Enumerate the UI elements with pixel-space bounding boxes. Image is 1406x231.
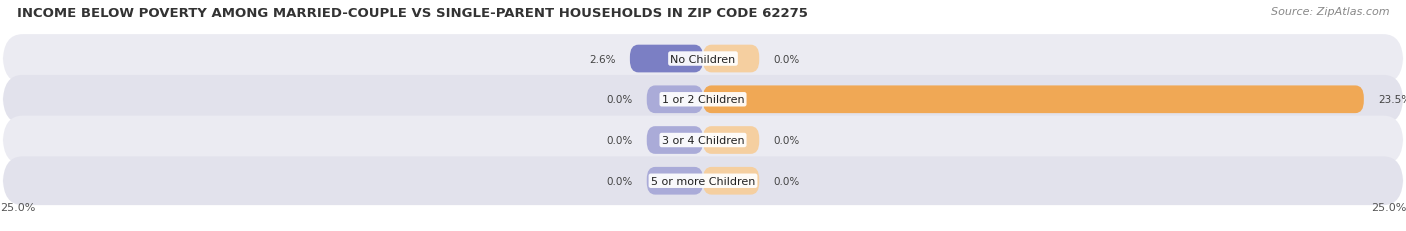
- FancyBboxPatch shape: [647, 127, 703, 154]
- Text: 1 or 2 Children: 1 or 2 Children: [662, 95, 744, 105]
- FancyBboxPatch shape: [647, 86, 703, 114]
- Text: 25.0%: 25.0%: [1371, 202, 1406, 212]
- FancyBboxPatch shape: [647, 167, 703, 195]
- Text: 0.0%: 0.0%: [773, 135, 800, 145]
- FancyBboxPatch shape: [703, 46, 759, 73]
- FancyBboxPatch shape: [630, 46, 703, 73]
- Text: 0.0%: 0.0%: [606, 135, 633, 145]
- FancyBboxPatch shape: [3, 116, 1403, 165]
- FancyBboxPatch shape: [3, 35, 1403, 84]
- FancyBboxPatch shape: [703, 167, 759, 195]
- Text: 5 or more Children: 5 or more Children: [651, 176, 755, 186]
- FancyBboxPatch shape: [3, 157, 1403, 205]
- Text: 0.0%: 0.0%: [773, 176, 800, 186]
- FancyBboxPatch shape: [703, 86, 1364, 114]
- Text: 2.6%: 2.6%: [589, 54, 616, 64]
- FancyBboxPatch shape: [703, 127, 759, 154]
- Text: 0.0%: 0.0%: [606, 95, 633, 105]
- Text: 0.0%: 0.0%: [606, 176, 633, 186]
- Text: 0.0%: 0.0%: [773, 54, 800, 64]
- Text: 23.5%: 23.5%: [1378, 95, 1406, 105]
- Text: INCOME BELOW POVERTY AMONG MARRIED-COUPLE VS SINGLE-PARENT HOUSEHOLDS IN ZIP COD: INCOME BELOW POVERTY AMONG MARRIED-COUPL…: [17, 7, 807, 20]
- Text: 3 or 4 Children: 3 or 4 Children: [662, 135, 744, 145]
- Text: 25.0%: 25.0%: [0, 202, 35, 212]
- FancyBboxPatch shape: [3, 76, 1403, 124]
- Text: Source: ZipAtlas.com: Source: ZipAtlas.com: [1271, 7, 1389, 17]
- Text: No Children: No Children: [671, 54, 735, 64]
